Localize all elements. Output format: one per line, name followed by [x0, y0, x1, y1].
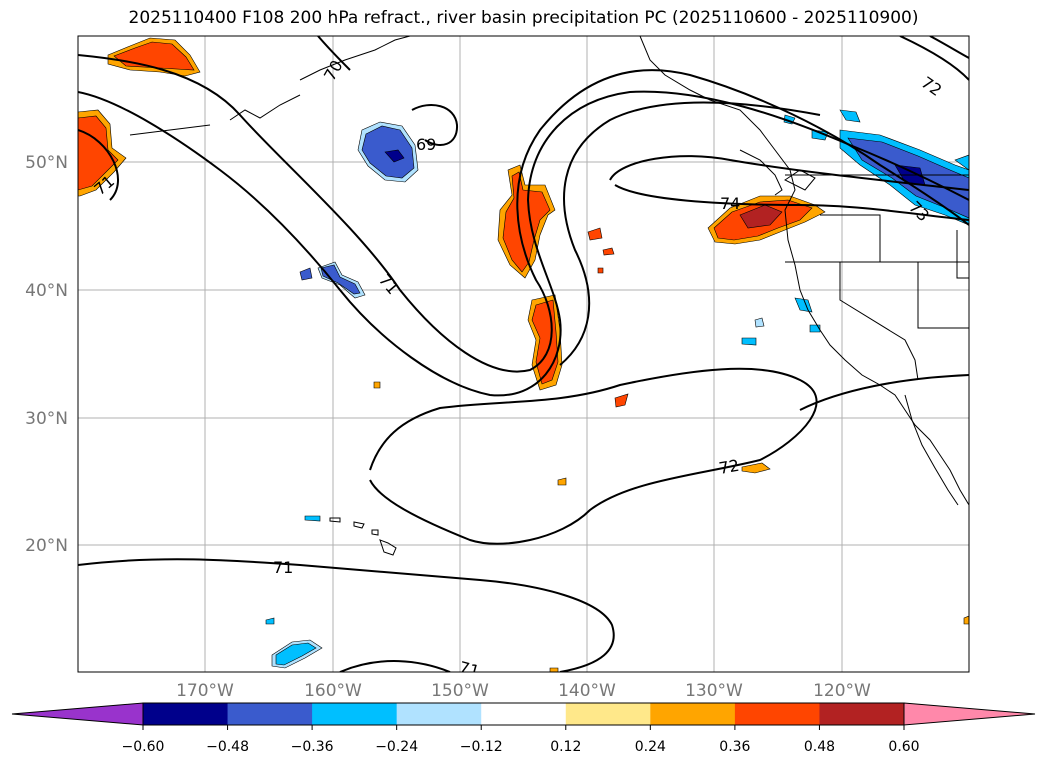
lon-label: 120°W [813, 681, 871, 701]
lat-label: 40°N [25, 281, 68, 301]
lon-label: 150°W [431, 681, 489, 701]
plot-area [78, 36, 969, 672]
colorbar-segment [227, 703, 313, 725]
colorbar-segment [734, 703, 820, 725]
plot-frame [77, 35, 970, 673]
colorbar-tick-label: −0.60 [122, 739, 165, 755]
colorbar-tick-label: 0.24 [635, 739, 666, 755]
colorbar-segment [650, 703, 736, 725]
map-title: 2025110400 F108 200 hPa refract., river … [128, 8, 919, 28]
colorbar-tick-label: −0.12 [460, 739, 503, 755]
contour-label: 74 [720, 194, 740, 213]
contour-label: 71 [273, 558, 293, 577]
lon-label: 140°W [558, 681, 616, 701]
contour-label: 71 [457, 658, 482, 682]
colorbar: −0.60 −0.48 −0.36 −0.24 −0.12 0.12 0.24 0.36 0.4… [11, 702, 1036, 755]
colorbar-segment [312, 703, 398, 725]
lat-label: 50°N [25, 153, 68, 173]
colorbar-extend-right [903, 702, 1036, 726]
colorbar-segment [481, 703, 567, 725]
colorbar-tick-label: 0.48 [804, 739, 835, 755]
colorbar-tick-label: 0.36 [719, 739, 750, 755]
colorbar-tick-label: −0.36 [291, 739, 334, 755]
colorbar-frame [142, 702, 905, 726]
colorbar-segment [143, 703, 229, 725]
lon-label: 160°W [304, 681, 362, 701]
colorbar-extend-left [11, 702, 144, 726]
lon-label: 130°W [685, 681, 743, 701]
colorbar-tick-label: 0.12 [550, 739, 581, 755]
latitude-labels: 50°N 40°N 30°N 20°N [25, 153, 68, 556]
refractivity-contours [78, 36, 969, 672]
contour-label: 69 [416, 135, 436, 154]
colorbar-segment [565, 703, 651, 725]
colorbar-tick-label: 0.60 [888, 739, 919, 755]
contour-label: 72 [717, 456, 740, 478]
coastlines [129, 36, 969, 556]
colorbar-tick-label: −0.24 [375, 739, 418, 755]
colorbar-segment [819, 703, 905, 725]
colorbar-segment [396, 703, 482, 725]
lon-label: 170°W [176, 681, 234, 701]
longitude-labels: 170°W 160°W 150°W 140°W 130°W 120°W [176, 681, 871, 701]
colorbar-tick-label: −0.48 [206, 739, 249, 755]
lat-label: 20°N [25, 536, 68, 556]
lat-label: 30°N [25, 409, 68, 429]
